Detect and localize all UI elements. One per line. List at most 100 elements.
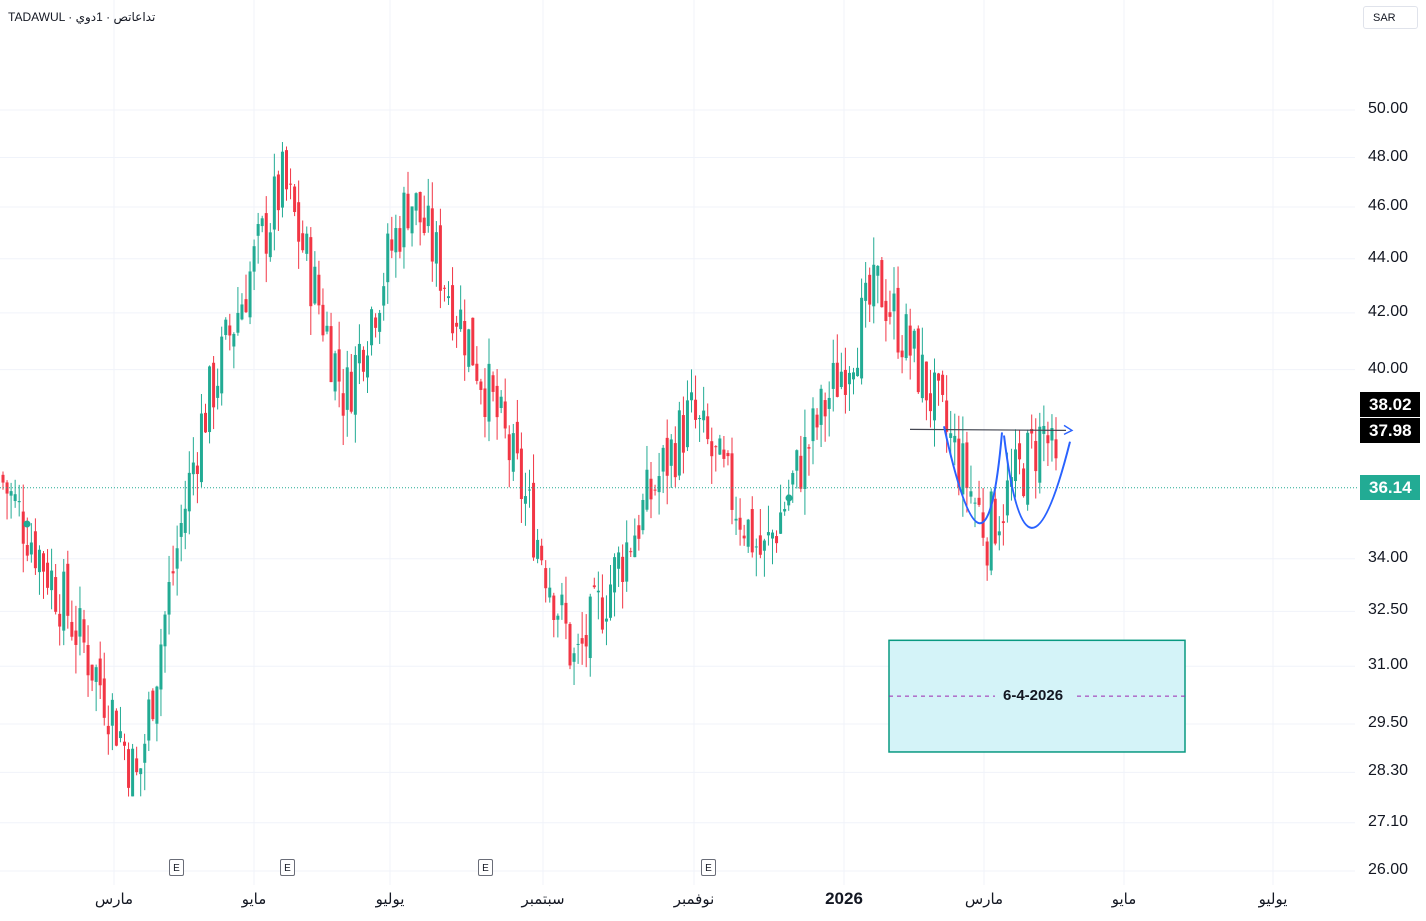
earnings-marker[interactable]: E [280,859,295,876]
candle-body [455,322,459,327]
candle-body [629,551,633,553]
candle-body [835,362,839,397]
dividend-marker [785,494,793,502]
candle-body [669,439,673,466]
candle-body [422,217,426,234]
price-axis-label: 32.50 [1368,601,1409,619]
price-axis-label: 42.00 [1368,302,1409,320]
candle-body [187,472,191,512]
candle-body [852,372,855,380]
candle-body [544,568,548,589]
candle-body [734,518,738,521]
candle-body [604,618,608,622]
time-axis-label: يوليو [375,891,405,908]
candle-body [997,531,1001,536]
candle-body [912,330,916,349]
candle-body [248,271,252,318]
candle-body [742,535,746,539]
candle-body [131,748,135,797]
candle-body [386,233,390,283]
candle-body [791,473,795,485]
candle-body [694,399,698,420]
candle-body [653,489,657,491]
candle-body [754,546,758,548]
candle-body [758,535,762,555]
candle-body [779,512,783,534]
candle-body [908,325,912,356]
candle-body [106,725,110,735]
candle-body [1018,443,1022,460]
candle-body [459,309,463,330]
candle-body [892,293,896,312]
candle-body [540,545,544,561]
candle-body [491,375,495,392]
candle-body [33,531,37,569]
candle-body [5,482,9,494]
last-price-tag: 36.14 [1360,475,1420,500]
candle-body [345,367,349,410]
candle-body [236,312,240,333]
candle-body [430,208,434,262]
candle-body [916,328,920,393]
candle-body [698,417,702,420]
pattern-curve-right [1003,435,1071,529]
price-axis-label: 44.00 [1368,248,1409,266]
candle-body [588,596,592,659]
candle-body [426,205,430,227]
candle-body [414,193,418,211]
candle-body [1050,428,1054,441]
candle-body [21,511,25,544]
target-box-label: 6-4-2026 [1003,687,1064,704]
header-separator: · [106,10,111,24]
candle-body [864,282,868,301]
candle-body [596,590,600,593]
candle-body [985,541,989,566]
candle-body [953,435,957,443]
candle-body [90,664,94,681]
earnings-marker[interactable]: E [478,859,493,876]
candle-body [62,571,66,631]
candle-body [305,233,309,254]
symbol-header[interactable]: TADAWUL · تداعاتص · 1دوي [8,10,155,24]
candle-body [475,363,479,381]
price-tag-upper: 38.02 [1360,392,1420,417]
candle-body [147,699,151,741]
candle-body [382,286,386,306]
earnings-marker[interactable]: E [701,859,716,876]
candle-body [617,552,621,569]
candle-body [726,452,730,457]
candle-body [989,491,993,571]
candle-body [329,326,333,383]
candle-body [349,371,353,412]
price-axis-label: 48.00 [1368,147,1409,165]
candle-body [240,304,244,320]
candle-body [114,710,118,746]
candle-body [847,372,851,385]
interval-label: 1دوي [75,10,103,24]
candle-body [519,448,523,500]
candle-body [17,501,21,503]
price-axis-label: 50.00 [1368,100,1409,117]
time-axis-label: مايو [241,891,267,908]
candle-body [532,482,536,558]
candle-body [839,371,843,387]
currency-button[interactable]: SAR [1363,6,1418,29]
time-axis-label: نوفمبر [673,891,715,908]
candle-body [762,540,766,551]
session-label: تداعاتص [113,10,156,24]
candle-body [252,246,256,272]
candle-body [528,489,531,491]
candle-body [98,658,102,686]
candle-body [876,265,880,276]
candle-body [285,150,288,190]
candle-body [204,412,207,433]
candle-body [823,400,827,417]
price-tag-lower: 37.98 [1360,418,1420,443]
candle-body [102,678,106,718]
earnings-marker[interactable]: E [169,859,184,876]
candle-body [337,349,341,382]
candle-body [183,508,187,533]
candle-body [361,349,365,372]
candle-body [212,362,216,408]
